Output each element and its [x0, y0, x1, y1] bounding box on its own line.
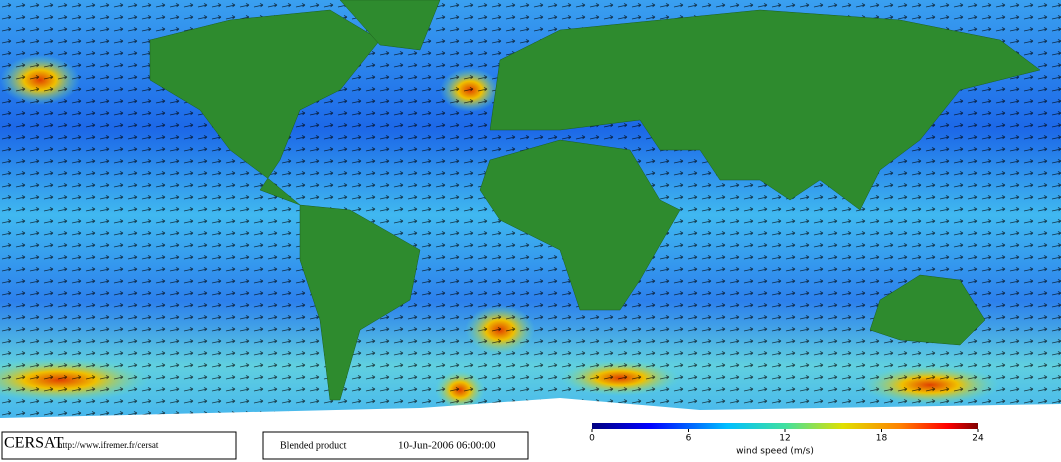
colorbar-tick-label: 6: [686, 434, 692, 444]
colorbar-tick-label: 0: [589, 434, 595, 444]
product: Blended product: [280, 440, 347, 451]
greenland: [339, 0, 441, 51]
footer-box-product: Blended product 10-Jun-2006 06:00:00: [262, 431, 529, 460]
footer-box-source: CERSAT http://www.ifremer.fr/cersat: [1, 431, 237, 460]
colorbar-scale: [592, 423, 978, 429]
south-america: [299, 204, 421, 401]
antarctica: [0, 398, 1061, 430]
australia: [869, 274, 986, 346]
eurasia: [489, 9, 1041, 211]
box: [1, 431, 237, 460]
colorbar: wind speed (m/s) 0 6 12 18 24: [589, 423, 984, 457]
colorbar-tick-label: 12: [779, 434, 790, 444]
logo: CERSAT: [4, 435, 64, 452]
continents: [149, 0, 1041, 401]
north-america: [149, 9, 381, 206]
box: [262, 431, 529, 460]
africa: [479, 139, 681, 311]
map: [0, 0, 1061, 430]
colorbar-tick-label: 24: [972, 434, 984, 444]
url: http://www.ifremer.fr/cersat: [58, 440, 159, 450]
colorbar-tick-label: 18: [876, 434, 888, 444]
colorbar-label: wind speed (m/s): [736, 447, 814, 457]
date: 10-Jun-2006 06:00:00: [398, 440, 496, 452]
